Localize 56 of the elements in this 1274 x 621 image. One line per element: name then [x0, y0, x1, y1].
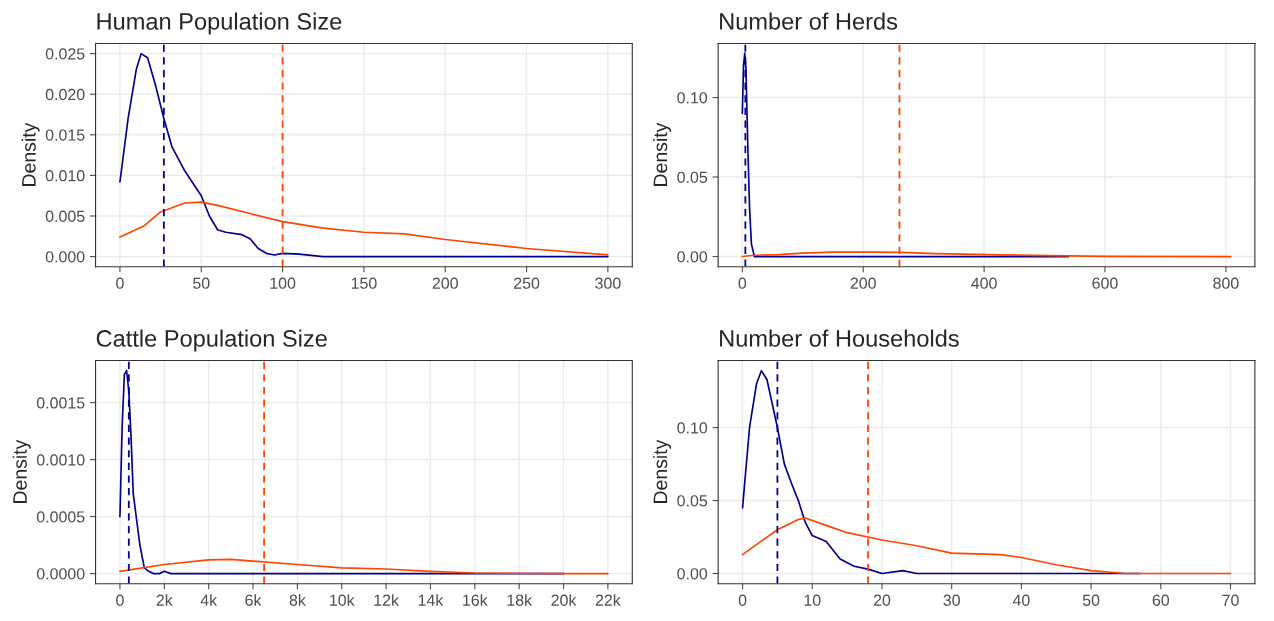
x-tick-label: 70: [1222, 594, 1239, 606]
x-tick-label: 22k: [595, 594, 621, 606]
x-tick-label: 16k: [463, 594, 488, 606]
x-tick-label: 60: [1152, 594, 1170, 606]
x-tick-label: 2k: [156, 594, 173, 606]
x-tick-label: 200: [850, 277, 876, 289]
chart-title: Number of Herds: [720, 12, 898, 30]
y-axis-title: Density: [12, 439, 31, 503]
y-axis-title: Density: [21, 122, 40, 186]
x-tick-label: 6k: [245, 594, 262, 606]
y-tick-label: 0.020: [45, 88, 85, 101]
y-axis-title: Density: [652, 439, 672, 503]
y-tick-label: 0.015: [45, 129, 85, 141]
y-tick-label: 0.0010: [36, 454, 85, 466]
x-tick-label: 14k: [418, 594, 444, 606]
y-tick-label: 0.0015: [36, 397, 85, 409]
y-tick-label: 0.0000: [36, 568, 85, 580]
x-tick-label: 0: [116, 277, 124, 289]
x-tick-label: 300: [595, 277, 621, 289]
y-tick-label: 0.05: [677, 171, 708, 183]
x-tick-label: 4k: [200, 594, 218, 606]
x-tick-label: 400: [971, 277, 997, 289]
x-tick-label: 600: [1092, 277, 1118, 289]
chart-title: Cattle Population Size: [96, 329, 327, 352]
chart-title: Number of Households: [720, 329, 959, 347]
x-tick-label: 150: [351, 277, 377, 289]
x-tick-label: 20: [873, 594, 891, 606]
x-tick-label: 10k: [330, 594, 355, 606]
x-tick-label: 0: [116, 594, 124, 606]
x-tick-label: 30: [943, 594, 960, 606]
y-tick-label: 0.05: [677, 495, 708, 507]
x-tick-label: 0: [738, 277, 747, 289]
x-tick-label: 50: [193, 277, 210, 289]
x-tick-label: 0: [738, 594, 747, 606]
y-tick-label: 0.10: [677, 92, 708, 104]
y-tick-label: 0.00: [677, 251, 708, 263]
x-tick-label: 100: [270, 277, 296, 289]
y-tick-label: 0.000: [45, 251, 85, 263]
x-tick-label: 8k: [289, 594, 306, 606]
y-tick-label: 0.025: [45, 48, 85, 60]
x-tick-label: 18k: [507, 594, 533, 606]
x-tick-label: 800: [1213, 277, 1239, 289]
x-tick-label: 50: [1082, 594, 1100, 606]
y-tick-label: 0.010: [45, 170, 85, 182]
x-tick-label: 20k: [551, 594, 577, 606]
x-tick-label: 250: [514, 277, 540, 289]
x-tick-label: 10: [804, 594, 821, 606]
y-axis-title: Density: [652, 122, 672, 186]
y-tick-label: 0.0005: [36, 511, 85, 523]
x-tick-label: 12k: [374, 594, 399, 606]
x-tick-label: 200: [432, 277, 458, 289]
y-tick-label: 0.00: [677, 568, 708, 580]
y-tick-label: 0.005: [45, 210, 85, 222]
y-tick-label: 0.10: [677, 422, 708, 434]
chart-title: Human Population Size: [97, 12, 342, 35]
x-tick-label: 40: [1012, 594, 1030, 606]
